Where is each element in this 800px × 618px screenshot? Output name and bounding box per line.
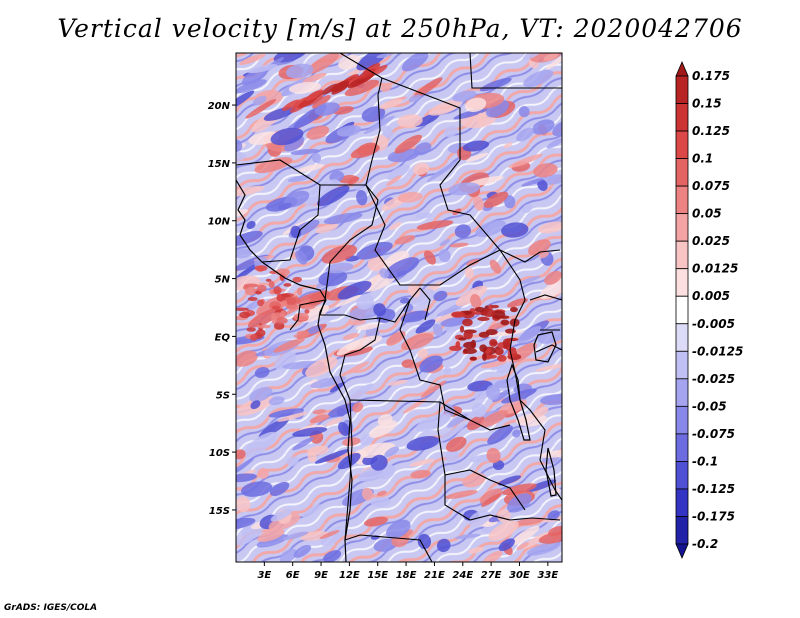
lon-tick-label: 3E xyxy=(257,570,271,581)
lon-tick-label: 33E xyxy=(537,570,558,581)
colorbar-swatch xyxy=(675,185,689,215)
lake-tanganyika xyxy=(506,363,531,441)
colorbar-label: -0.025 xyxy=(692,372,735,386)
colorbar-label: 0.125 xyxy=(692,124,730,138)
colorbar-swatch xyxy=(675,323,689,352)
colorbar-label: 0.0125 xyxy=(692,262,738,276)
colorbar-label: 0.175 xyxy=(692,69,730,83)
lat-tick-label: 15S xyxy=(209,506,230,517)
lat-tick-label: EQ xyxy=(215,332,231,343)
colorbar-swatch xyxy=(675,516,689,545)
lon-tick-label: 21E xyxy=(424,570,445,581)
lat-tick-label: 15N xyxy=(208,159,231,170)
colorbar-label: -0.075 xyxy=(692,427,735,441)
lon-tick-label: 30E xyxy=(509,570,530,581)
colorbar-swatch xyxy=(675,103,689,132)
colorbar-top-arrow xyxy=(675,60,689,77)
coastline xyxy=(236,179,353,562)
velocity-field xyxy=(236,53,562,562)
colorbar-swatch xyxy=(675,75,689,104)
longitude-axis: 3E 6E 9E 12E 15E 18E 21E 24E 27E 30E 33E xyxy=(257,562,558,581)
lat-tick-label: 10S xyxy=(209,448,230,459)
colorbar-swatch xyxy=(675,130,689,159)
plot-border xyxy=(235,52,563,563)
lon-tick-label: 12E xyxy=(339,570,360,581)
colorbar-swatch xyxy=(675,268,689,297)
colorbar-swatch xyxy=(675,158,689,187)
latitude-axis: 20N 15N 10N 5N EQ 5S 10S 15S xyxy=(208,101,236,517)
colorbar-swatch xyxy=(675,378,689,407)
colorbar-swatch xyxy=(675,461,689,490)
colorbar-bottom-arrow xyxy=(675,543,689,560)
colorbar-label: -0.2 xyxy=(692,537,718,551)
colorbar-swatch xyxy=(675,240,689,270)
colorbar-label: -0.0125 xyxy=(692,344,743,358)
lat-tick-label: 20N xyxy=(208,101,231,112)
lon-tick-label: 9E xyxy=(314,570,328,581)
colorbar-swatch xyxy=(675,488,689,517)
colorbar-label: -0.175 xyxy=(692,509,735,523)
colorbar-swatch xyxy=(675,433,689,462)
lon-tick-label: 27E xyxy=(481,570,502,581)
colorbar: 0.175 0.15 0.125 0.1 0.075 0.05 0.025 0.0125 0.0… xyxy=(675,60,743,560)
lon-tick-label: 15E xyxy=(367,570,388,581)
colorbar-label: 0.005 xyxy=(692,289,730,303)
colorbar-label: 0.075 xyxy=(692,179,730,193)
colorbar-label: 0.025 xyxy=(692,234,730,248)
colorbar-label: -0.125 xyxy=(692,482,735,496)
colorbar-label: -0.1 xyxy=(692,454,718,468)
map-title: Vertical velocity [m/s] at 250hPa, VT: 2… xyxy=(57,14,743,43)
colorbar-label: 0.05 xyxy=(692,207,722,221)
lake-victoria xyxy=(533,331,557,363)
grads-credit: GrADS: IGES/COLA xyxy=(4,603,98,613)
colorbar-swatch xyxy=(675,350,689,380)
lon-tick-label: 6E xyxy=(286,570,300,581)
lat-tick-label: 10N xyxy=(208,217,231,228)
country-borders xyxy=(236,53,562,562)
lon-tick-label: 24E xyxy=(452,570,473,581)
lake-malawi xyxy=(545,447,557,497)
lat-tick-label: 5S xyxy=(216,390,230,401)
colorbar-label: 0.15 xyxy=(692,97,722,111)
colorbar-label: -0.005 xyxy=(692,317,735,331)
colorbar-swatch xyxy=(675,295,689,325)
colorbar-label: 0.1 xyxy=(692,152,713,166)
colorbar-label: -0.05 xyxy=(692,399,727,413)
lat-tick-label: 5N xyxy=(215,275,231,286)
lon-tick-label: 18E xyxy=(396,570,417,581)
colorbar-swatch xyxy=(675,405,689,435)
colorbar-swatch xyxy=(675,213,689,242)
